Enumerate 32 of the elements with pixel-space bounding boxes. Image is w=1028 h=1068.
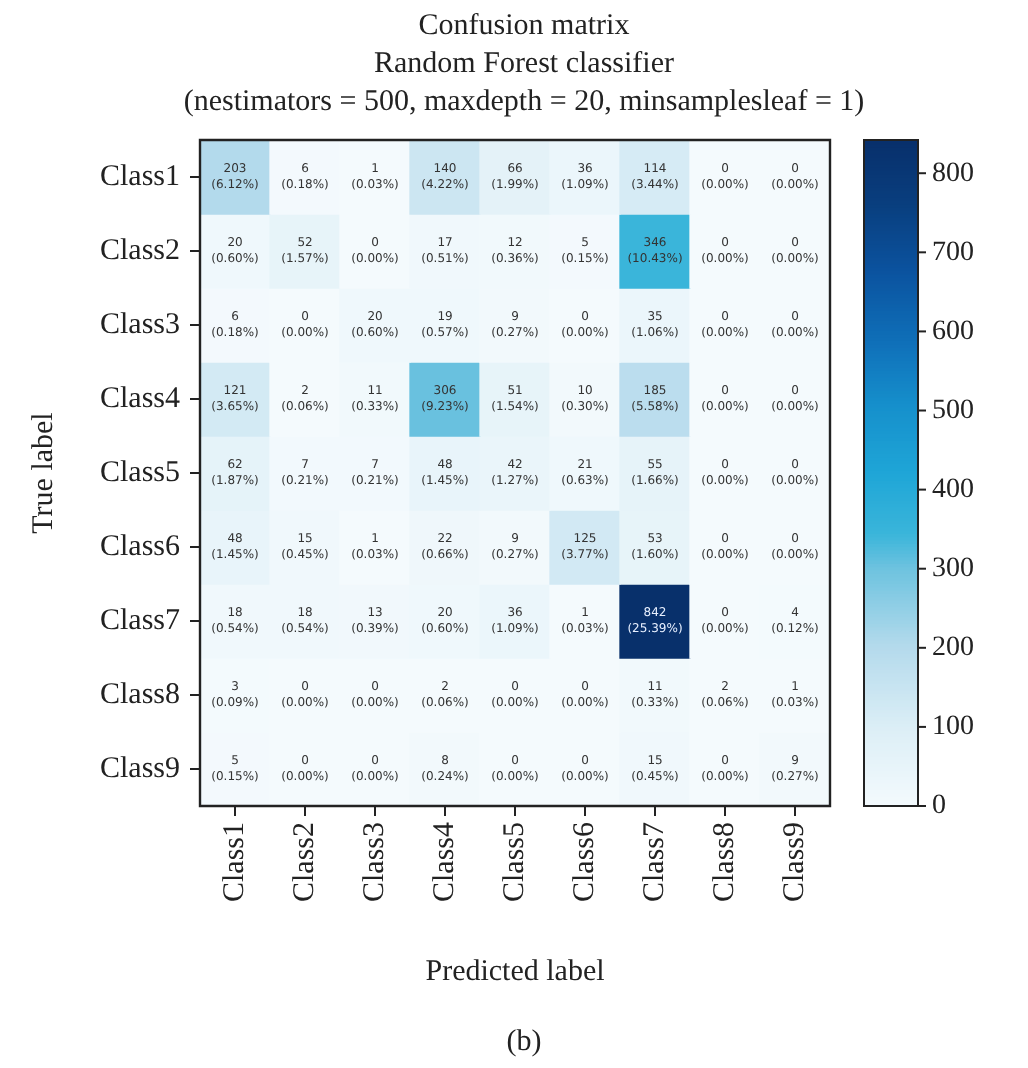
x-tick-label: Class6 — [568, 821, 601, 903]
color-bar-label: 200 — [932, 633, 974, 664]
y-tick-label: Class1 — [99, 160, 180, 193]
x-tick-label: Class5 — [498, 822, 531, 903]
y-tick-label: Class6 — [99, 530, 181, 563]
color-bar-label: 700 — [932, 237, 974, 268]
y-tick-label: Class8 — [99, 678, 180, 711]
color-bar-label: 600 — [932, 316, 974, 347]
color-bar-label: 100 — [932, 712, 974, 743]
x-tick-label: Class9 — [778, 822, 811, 903]
color-bar-label: 500 — [932, 395, 974, 426]
x-tick-label: Class2 — [288, 822, 321, 903]
x-axis-title: Predicted label — [425, 955, 605, 988]
x-tick-label: Class8 — [708, 822, 741, 903]
y-tick-label: Class9 — [99, 752, 180, 785]
y-tick-label: Class7 — [99, 604, 181, 637]
color-bar-label: 800 — [932, 158, 974, 189]
y-tick-label: Class4 — [99, 382, 181, 415]
x-tick-label: Class3 — [358, 822, 391, 903]
chart-title: Confusion matrix — [418, 9, 631, 42]
x-tick-label: Class4 — [428, 821, 461, 903]
chart-subtitle: Random Forest classifier (nestimators = 500, maxdepth = 20, minsamplesleaf = 1) — [183, 47, 865, 118]
color-bar-label: 300 — [932, 554, 974, 585]
color-bar-label: 400 — [932, 474, 974, 505]
y-axis-title: True label — [27, 412, 60, 534]
y-tick-label: Class5 — [99, 456, 180, 489]
color-bar-label: 0 — [932, 791, 946, 822]
x-tick-label: Class7 — [638, 821, 671, 903]
y-tick-label: Class2 — [99, 234, 180, 267]
text: (b) — [506, 1025, 542, 1058]
y-tick-label: Class3 — [99, 308, 180, 341]
x-tick-label: Class1 — [218, 822, 251, 903]
